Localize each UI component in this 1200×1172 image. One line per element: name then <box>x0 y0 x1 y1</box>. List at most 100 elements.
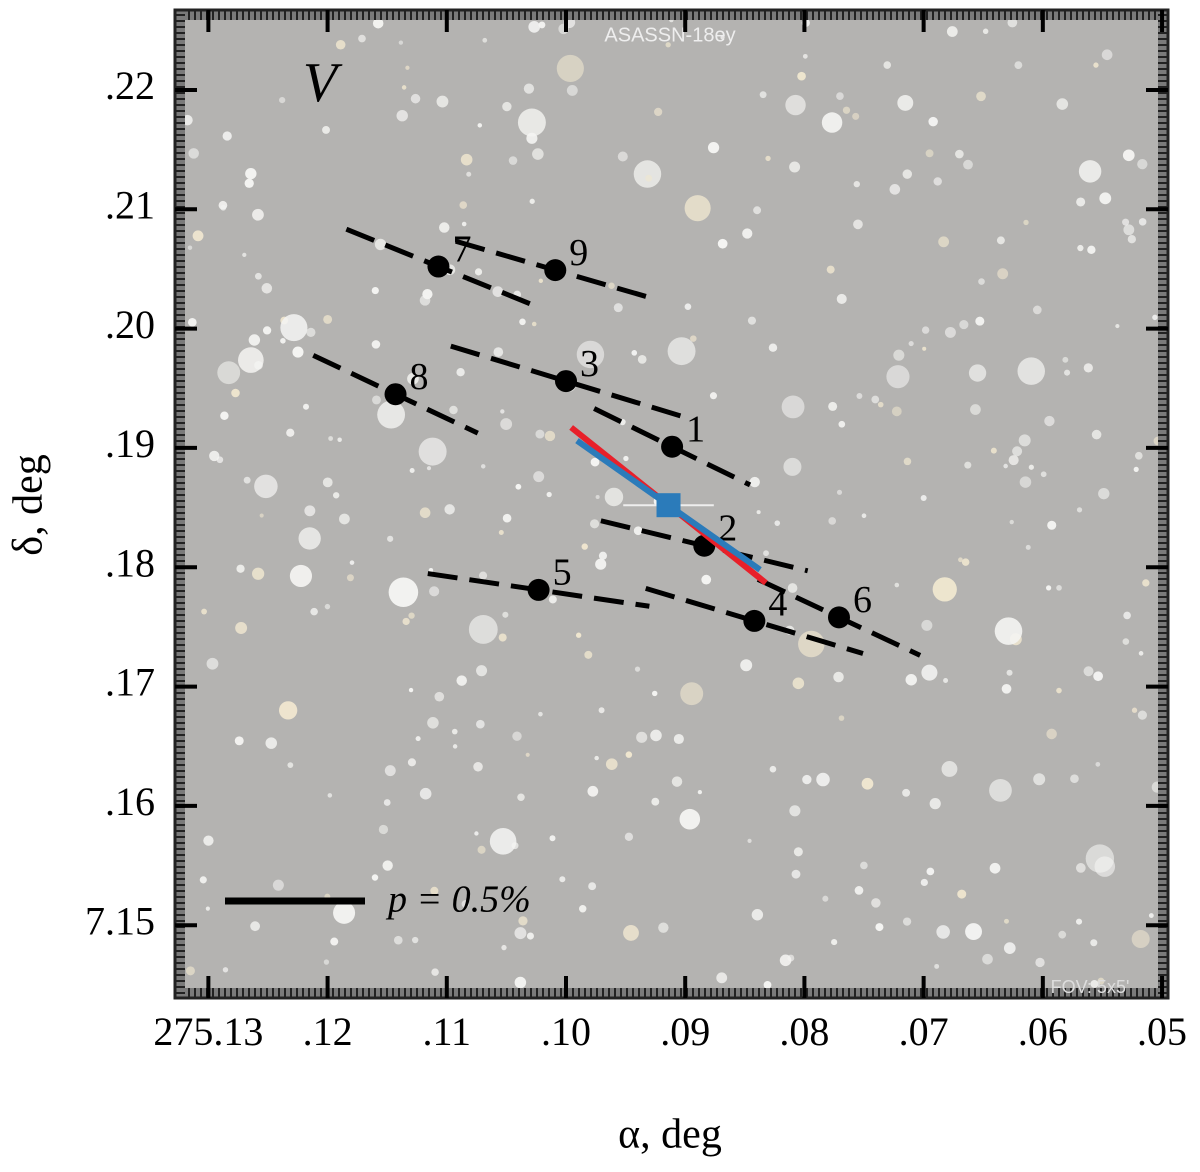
star-point <box>427 255 450 278</box>
background-star <box>925 149 934 158</box>
background-star <box>928 116 938 127</box>
background-star <box>587 785 599 797</box>
background-star <box>426 466 432 471</box>
star-label: 4 <box>768 583 787 625</box>
background-star <box>456 368 465 377</box>
background-star <box>637 354 647 364</box>
background-star <box>1131 930 1150 949</box>
background-star <box>747 316 757 325</box>
background-star <box>717 238 728 249</box>
background-star <box>1009 519 1014 525</box>
background-star <box>921 664 938 681</box>
background-star <box>203 835 214 846</box>
background-star <box>684 195 711 222</box>
background-star <box>298 527 321 550</box>
background-star <box>709 392 718 400</box>
background-star <box>525 752 530 757</box>
background-star <box>774 520 781 526</box>
background-star <box>645 174 653 182</box>
background-star <box>238 347 264 373</box>
background-star <box>654 107 663 117</box>
background-star <box>929 797 941 810</box>
background-star <box>997 268 1009 280</box>
background-star <box>860 861 868 870</box>
background-star <box>680 682 704 706</box>
background-star <box>248 334 261 346</box>
background-star <box>623 925 639 941</box>
background-star <box>459 201 468 209</box>
background-star <box>1131 707 1138 713</box>
background-star <box>996 236 1005 245</box>
background-star <box>964 461 972 469</box>
background-star <box>1091 429 1102 440</box>
background-star <box>333 901 356 924</box>
background-star <box>409 467 415 473</box>
background-star <box>1083 666 1094 677</box>
background-star <box>598 707 605 714</box>
background-star <box>192 230 204 242</box>
x-axis-label: α, deg <box>618 1112 722 1158</box>
background-star <box>633 526 643 536</box>
background-star <box>875 923 884 932</box>
background-star <box>456 675 467 686</box>
background-star <box>482 37 488 43</box>
background-star <box>371 874 379 881</box>
background-star <box>526 932 534 940</box>
background-star <box>272 879 284 891</box>
background-star <box>286 428 295 437</box>
background-star <box>579 905 587 913</box>
background-star <box>289 564 313 588</box>
background-star <box>511 842 519 850</box>
x-tick-label: .08 <box>779 1009 829 1054</box>
background-star <box>480 464 486 469</box>
background-star <box>535 429 545 439</box>
background-star <box>199 876 207 884</box>
background-star <box>474 831 479 836</box>
background-star <box>684 303 692 311</box>
x-tick-label: .12 <box>303 1009 353 1054</box>
background-star <box>781 395 805 419</box>
background-star <box>519 318 526 326</box>
background-star <box>434 691 445 702</box>
background-star <box>624 832 634 841</box>
background-star <box>816 772 830 787</box>
background-star <box>665 42 671 48</box>
background-star <box>707 142 720 154</box>
background-star <box>407 372 419 385</box>
background-star <box>1134 451 1143 460</box>
background-star <box>489 828 517 855</box>
background-star <box>1046 585 1052 591</box>
background-star <box>508 156 518 165</box>
background-star <box>438 222 450 233</box>
background-star <box>279 96 286 104</box>
background-star <box>526 132 538 144</box>
background-star <box>1122 638 1130 645</box>
background-star <box>408 687 414 693</box>
background-star <box>217 361 241 385</box>
background-star <box>402 617 410 626</box>
background-star <box>902 169 912 179</box>
background-star <box>235 622 248 634</box>
frame-right <box>1158 10 1168 998</box>
background-star <box>252 208 264 221</box>
background-star <box>401 85 407 90</box>
background-star <box>1127 235 1136 244</box>
background-star <box>310 607 318 616</box>
background-star <box>1123 224 1135 236</box>
background-star <box>889 184 901 195</box>
background-star <box>720 35 725 40</box>
background-star <box>893 349 905 361</box>
background-star <box>419 507 431 519</box>
background-star <box>1075 918 1083 925</box>
background-star <box>430 886 439 895</box>
x-tick-label: .09 <box>660 1009 710 1054</box>
background-star <box>303 403 310 410</box>
background-star <box>975 316 985 326</box>
background-star <box>828 401 838 411</box>
background-star <box>324 603 331 610</box>
background-star <box>1097 977 1105 985</box>
star-label: 9 <box>569 232 588 274</box>
background-star <box>548 595 557 604</box>
background-star <box>502 611 509 618</box>
